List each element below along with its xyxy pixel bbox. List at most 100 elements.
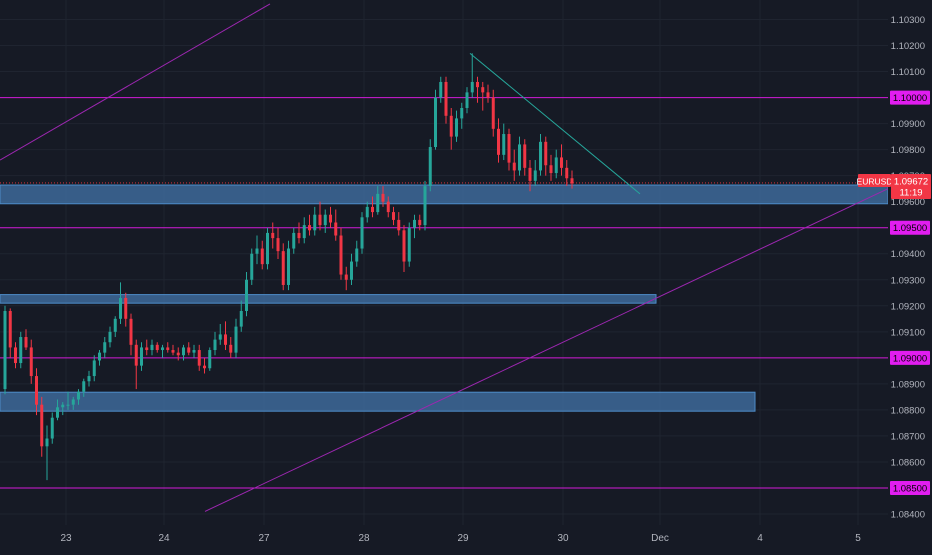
- candle-body[interactable]: [155, 344, 159, 351]
- candle-body[interactable]: [502, 134, 506, 155]
- candle-body[interactable]: [239, 310, 243, 327]
- candle-body[interactable]: [119, 297, 122, 319]
- candle-body[interactable]: [145, 347, 149, 351]
- candle-body[interactable]: [166, 347, 170, 351]
- candle-body[interactable]: [224, 334, 227, 345]
- candle-body[interactable]: [297, 232, 301, 239]
- candle-body[interactable]: [213, 339, 217, 351]
- candle-body[interactable]: [71, 399, 75, 405]
- candle-body[interactable]: [292, 232, 296, 249]
- candle-body[interactable]: [355, 248, 359, 262]
- candle-body[interactable]: [45, 438, 49, 447]
- candle-body[interactable]: [554, 157, 558, 174]
- candle-body[interactable]: [470, 81, 474, 93]
- candle-body[interactable]: [376, 193, 380, 213]
- candle-body[interactable]: [523, 144, 527, 168]
- candle-body[interactable]: [92, 360, 96, 377]
- candle-body[interactable]: [108, 331, 112, 343]
- candle-body[interactable]: [329, 214, 332, 223]
- candle-body[interactable]: [66, 404, 70, 406]
- candle-body[interactable]: [481, 87, 485, 93]
- candle-body[interactable]: [302, 225, 306, 239]
- candle-body[interactable]: [339, 235, 343, 275]
- candle-body[interactable]: [281, 251, 285, 285]
- candle-body[interactable]: [460, 107, 464, 119]
- candle-body[interactable]: [3, 310, 7, 390]
- candle-body[interactable]: [439, 81, 443, 98]
- candle-body[interactable]: [234, 326, 238, 353]
- candle-body[interactable]: [161, 347, 164, 351]
- candle-body[interactable]: [245, 279, 248, 311]
- candle-body[interactable]: [103, 342, 107, 353]
- candle-body[interactable]: [434, 97, 437, 148]
- candle-body[interactable]: [87, 376, 91, 382]
- support-resistance-zone[interactable]: [0, 184, 889, 205]
- candle-body[interactable]: [124, 297, 128, 319]
- candle-body[interactable]: [208, 350, 212, 369]
- candle-body[interactable]: [29, 347, 33, 377]
- candle-body[interactable]: [203, 365, 206, 369]
- candle-body[interactable]: [260, 248, 264, 265]
- support-resistance-zone[interactable]: [0, 294, 657, 304]
- candle-body[interactable]: [313, 214, 317, 231]
- candle-body[interactable]: [8, 310, 12, 348]
- candle-body[interactable]: [497, 128, 500, 155]
- candle-body[interactable]: [518, 144, 521, 171]
- candle-body[interactable]: [486, 92, 490, 98]
- candle-body[interactable]: [455, 118, 458, 137]
- candle-body[interactable]: [250, 253, 254, 280]
- candle-body[interactable]: [77, 391, 80, 400]
- candle-body[interactable]: [549, 165, 553, 174]
- candle-body[interactable]: [266, 232, 269, 265]
- candle-body[interactable]: [386, 201, 390, 213]
- candle-body[interactable]: [491, 97, 495, 129]
- candle-body[interactable]: [182, 347, 185, 356]
- candle-body[interactable]: [570, 178, 574, 184]
- candle-body[interactable]: [465, 92, 469, 108]
- candle-body[interactable]: [323, 214, 327, 226]
- candle-body[interactable]: [56, 407, 59, 418]
- candle-body[interactable]: [24, 337, 28, 348]
- candle-body[interactable]: [129, 318, 133, 345]
- candle-body[interactable]: [560, 157, 563, 168]
- candle-body[interactable]: [61, 404, 65, 408]
- candle-body[interactable]: [134, 344, 138, 366]
- candle-body[interactable]: [449, 115, 453, 137]
- trendline[interactable]: [204, 188, 889, 512]
- candle-body[interactable]: [276, 238, 280, 252]
- candle-body[interactable]: [428, 147, 432, 187]
- candle-body[interactable]: [539, 141, 542, 171]
- candle-body[interactable]: [187, 347, 191, 353]
- candle-body[interactable]: [318, 214, 322, 226]
- candle-body[interactable]: [192, 350, 196, 353]
- candle-body[interactable]: [565, 167, 569, 179]
- candle-body[interactable]: [229, 344, 233, 353]
- candle-body[interactable]: [365, 206, 369, 218]
- candle-body[interactable]: [350, 261, 353, 280]
- candle-body[interactable]: [444, 81, 448, 116]
- candle-body[interactable]: [360, 217, 364, 249]
- candle-body[interactable]: [371, 206, 374, 213]
- support-resistance-zone[interactable]: [0, 391, 756, 412]
- candle-body[interactable]: [50, 417, 54, 439]
- candle-body[interactable]: [150, 344, 154, 351]
- candle-body[interactable]: [308, 225, 311, 231]
- time-scale[interactable]: [0, 525, 932, 550]
- candle-body[interactable]: [35, 376, 38, 405]
- candle-body[interactable]: [407, 227, 411, 262]
- candle-body[interactable]: [40, 404, 44, 447]
- candle-body[interactable]: [512, 162, 516, 171]
- candle-body[interactable]: [197, 350, 201, 366]
- candle-body[interactable]: [334, 222, 338, 236]
- candle-body[interactable]: [14, 347, 17, 364]
- candle-body[interactable]: [413, 219, 416, 228]
- candle-body[interactable]: [397, 219, 401, 231]
- candle-body[interactable]: [528, 167, 532, 181]
- candle-body[interactable]: [171, 350, 175, 353]
- candle-body[interactable]: [218, 334, 222, 340]
- candle-body[interactable]: [533, 170, 537, 181]
- candle-body[interactable]: [423, 186, 427, 226]
- candle-body[interactable]: [392, 212, 395, 220]
- candle-body[interactable]: [507, 134, 511, 163]
